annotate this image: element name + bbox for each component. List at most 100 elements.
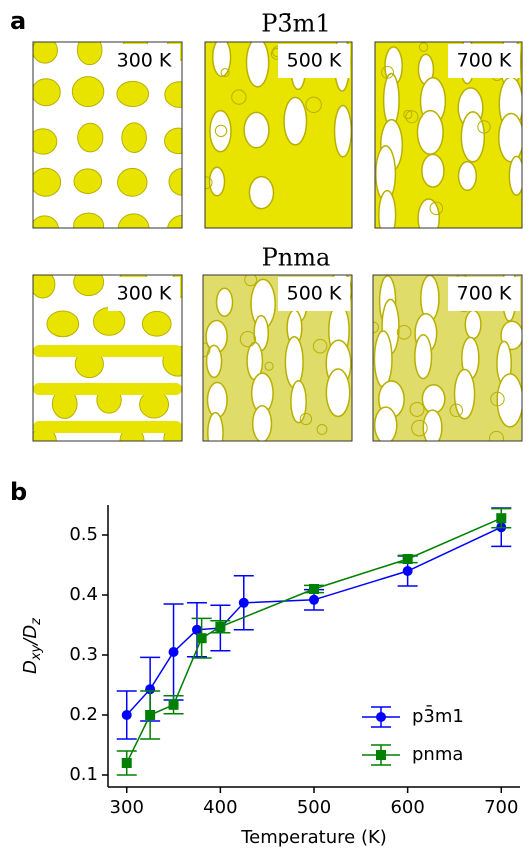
y-tick-label: 0.1 — [69, 764, 98, 785]
shade — [381, 65, 394, 79]
hole — [325, 368, 351, 418]
hole — [245, 42, 270, 88]
hole — [464, 309, 482, 340]
hole — [414, 334, 433, 380]
hole — [460, 111, 486, 163]
legend-label: pnma — [412, 744, 463, 765]
label-box — [278, 277, 350, 311]
hole — [422, 409, 443, 441]
y-label-part: /D — [20, 625, 41, 647]
shade — [409, 401, 425, 417]
blob — [117, 213, 150, 228]
marker — [496, 513, 507, 524]
hole — [209, 109, 232, 153]
shade — [449, 403, 464, 418]
temperature-label: 500 K — [287, 283, 342, 305]
hole — [421, 153, 445, 188]
frame — [374, 41, 523, 229]
hole — [211, 42, 232, 78]
shade — [231, 89, 247, 105]
marker — [376, 750, 386, 760]
shade — [396, 325, 412, 340]
shade — [264, 361, 274, 371]
blob — [33, 167, 62, 197]
hole — [373, 406, 398, 441]
shade — [239, 330, 257, 348]
blob — [33, 215, 59, 228]
band — [33, 345, 182, 357]
temperature-label: 300 K — [117, 283, 172, 305]
image-content — [205, 42, 352, 228]
marker — [121, 710, 132, 720]
legend-label: p3̄m1 — [412, 705, 464, 727]
frame — [372, 274, 523, 442]
marker — [376, 712, 386, 722]
x-tick-label: 600 — [390, 797, 424, 818]
row-title: Pnma — [262, 244, 331, 272]
legend: p3̄m1 pnma — [362, 705, 464, 766]
shade — [418, 42, 429, 52]
marker — [168, 647, 179, 657]
marker — [145, 710, 156, 720]
series-line — [126, 526, 502, 716]
y-tick-label: 0.3 — [69, 644, 98, 665]
label-box — [108, 277, 180, 311]
hole — [215, 287, 234, 318]
shade — [205, 176, 213, 189]
hole — [207, 411, 224, 441]
hole — [251, 405, 273, 441]
hole — [421, 383, 446, 414]
shade — [490, 391, 505, 407]
hole — [333, 104, 352, 158]
hole — [290, 380, 307, 424]
hole — [453, 368, 476, 420]
marker — [191, 624, 202, 635]
image: 300 K — [32, 274, 183, 442]
hole — [378, 189, 397, 228]
frame — [32, 41, 183, 229]
shade — [214, 124, 228, 138]
panel-label: b — [10, 478, 27, 506]
shade — [316, 424, 328, 435]
hole — [373, 330, 393, 388]
marker — [238, 597, 249, 608]
row-title: P3̄m1 — [261, 10, 330, 38]
blob — [73, 168, 103, 194]
frame — [32, 274, 183, 442]
y-tick-label: 0.4 — [69, 584, 98, 605]
image: 700 K — [372, 274, 523, 442]
marker — [196, 633, 207, 644]
blob — [46, 310, 80, 338]
hole — [497, 112, 522, 163]
isosurface-images: 300 K 500 K 700 K 300 K 500 K 700 K — [32, 41, 523, 442]
marker — [168, 699, 179, 710]
x-tick-label: 500 — [297, 797, 331, 818]
hole — [416, 109, 444, 155]
x-tick-label: 700 — [484, 797, 518, 818]
x-tick-label: 300 — [110, 797, 144, 818]
y-label-part: xy — [29, 644, 44, 661]
marker — [215, 621, 226, 632]
blob — [168, 167, 182, 196]
hole — [508, 155, 522, 196]
panel-label: a — [10, 7, 26, 35]
x-tick-label: 400 — [203, 797, 237, 818]
temperature-label: 700 K — [457, 50, 512, 72]
shade — [220, 68, 230, 78]
hole — [206, 381, 228, 419]
blob — [121, 122, 147, 153]
blob — [164, 127, 182, 155]
label-box — [278, 44, 350, 78]
hole — [243, 111, 270, 149]
x-axis-label: Temperature (K) — [240, 827, 387, 848]
shade — [244, 275, 258, 287]
band — [33, 421, 182, 433]
temperature-label: 700 K — [457, 283, 512, 305]
blob — [33, 42, 58, 64]
hole — [417, 198, 441, 228]
frame — [202, 274, 353, 442]
shade — [411, 419, 428, 437]
hole — [283, 96, 308, 146]
y-tick-label: 0.2 — [69, 704, 98, 725]
